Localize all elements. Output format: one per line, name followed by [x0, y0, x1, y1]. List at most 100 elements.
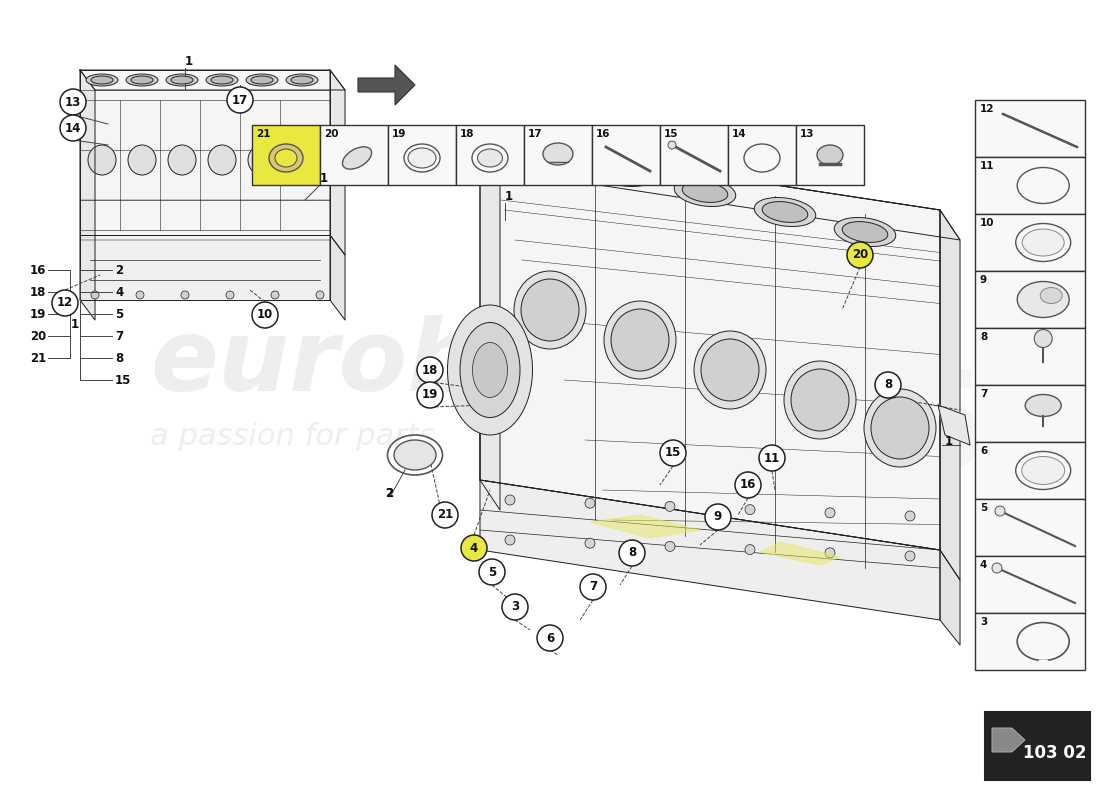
Text: 18: 18 — [30, 286, 46, 298]
Ellipse shape — [521, 279, 579, 341]
Ellipse shape — [674, 178, 736, 206]
Text: 9: 9 — [714, 510, 722, 523]
Text: 20: 20 — [851, 249, 868, 262]
Ellipse shape — [448, 305, 532, 435]
Text: 17: 17 — [528, 129, 542, 139]
Text: 18: 18 — [460, 129, 474, 139]
Bar — [660, 125, 728, 185]
Bar — [252, 125, 320, 185]
Ellipse shape — [543, 143, 573, 165]
Circle shape — [60, 115, 86, 141]
Circle shape — [585, 498, 595, 508]
Polygon shape — [992, 728, 1025, 752]
Ellipse shape — [477, 149, 503, 167]
Polygon shape — [480, 140, 940, 550]
Ellipse shape — [211, 76, 233, 84]
Circle shape — [91, 291, 99, 299]
Polygon shape — [480, 140, 960, 240]
Text: 8: 8 — [884, 378, 892, 391]
Circle shape — [182, 291, 189, 299]
Ellipse shape — [604, 301, 676, 379]
Text: 20: 20 — [30, 330, 46, 342]
Ellipse shape — [791, 369, 849, 431]
Text: 11: 11 — [763, 451, 780, 465]
Text: 1: 1 — [185, 55, 194, 68]
Ellipse shape — [1022, 457, 1065, 485]
Text: 4: 4 — [470, 542, 478, 554]
Circle shape — [874, 372, 901, 398]
Ellipse shape — [88, 145, 116, 175]
Circle shape — [745, 545, 755, 554]
Text: 10: 10 — [257, 309, 273, 322]
Polygon shape — [80, 235, 330, 300]
Text: 4: 4 — [116, 286, 123, 298]
Circle shape — [478, 559, 505, 585]
Bar — [320, 125, 388, 185]
Bar — [975, 328, 1085, 385]
Circle shape — [666, 542, 675, 551]
Bar — [975, 271, 1085, 328]
Text: 8: 8 — [980, 332, 988, 342]
Text: a passion for parts: a passion for parts — [150, 422, 435, 451]
Ellipse shape — [864, 389, 936, 467]
Text: 20: 20 — [324, 129, 339, 139]
Ellipse shape — [843, 222, 888, 242]
Circle shape — [825, 508, 835, 518]
Ellipse shape — [522, 142, 568, 162]
Polygon shape — [940, 550, 960, 645]
Ellipse shape — [131, 76, 153, 84]
Text: 7: 7 — [116, 330, 123, 342]
Ellipse shape — [694, 331, 766, 409]
Text: 1: 1 — [70, 318, 79, 331]
Ellipse shape — [288, 145, 316, 175]
Circle shape — [705, 504, 732, 530]
Text: 10: 10 — [980, 218, 994, 228]
Ellipse shape — [1022, 229, 1064, 256]
Text: 5: 5 — [980, 503, 988, 513]
Polygon shape — [938, 405, 970, 445]
Text: 19: 19 — [421, 389, 438, 402]
Ellipse shape — [514, 138, 575, 166]
Ellipse shape — [394, 440, 436, 470]
Text: 19: 19 — [30, 307, 46, 321]
Polygon shape — [80, 70, 345, 90]
Text: 18: 18 — [421, 363, 438, 377]
Text: 1: 1 — [505, 190, 513, 203]
Circle shape — [432, 502, 458, 528]
Text: 9: 9 — [980, 275, 987, 285]
Ellipse shape — [473, 342, 507, 398]
Text: 3: 3 — [510, 601, 519, 614]
Polygon shape — [480, 140, 501, 510]
Circle shape — [271, 291, 279, 299]
Text: 13: 13 — [800, 129, 814, 139]
Circle shape — [759, 445, 785, 471]
Circle shape — [502, 594, 528, 620]
Polygon shape — [940, 210, 960, 580]
Polygon shape — [358, 65, 415, 105]
Ellipse shape — [1018, 282, 1069, 318]
Circle shape — [227, 87, 253, 113]
Circle shape — [1034, 330, 1053, 347]
Bar — [975, 100, 1085, 157]
Circle shape — [580, 574, 606, 600]
Text: 14: 14 — [65, 122, 81, 134]
Ellipse shape — [701, 339, 759, 401]
Text: 5: 5 — [116, 307, 123, 321]
Text: 6: 6 — [546, 631, 554, 645]
Circle shape — [252, 302, 278, 328]
Ellipse shape — [86, 74, 118, 86]
Bar — [975, 385, 1085, 442]
Circle shape — [505, 535, 515, 545]
Text: 19: 19 — [392, 129, 406, 139]
Circle shape — [585, 538, 595, 548]
Ellipse shape — [784, 361, 856, 439]
Text: 11: 11 — [980, 161, 994, 171]
Text: 15: 15 — [664, 446, 681, 459]
Ellipse shape — [1041, 287, 1063, 303]
Text: 355: 355 — [700, 364, 990, 499]
Ellipse shape — [208, 145, 236, 175]
Text: 7: 7 — [980, 389, 988, 399]
Ellipse shape — [251, 76, 273, 84]
Text: 8: 8 — [628, 546, 636, 559]
Ellipse shape — [682, 182, 728, 202]
